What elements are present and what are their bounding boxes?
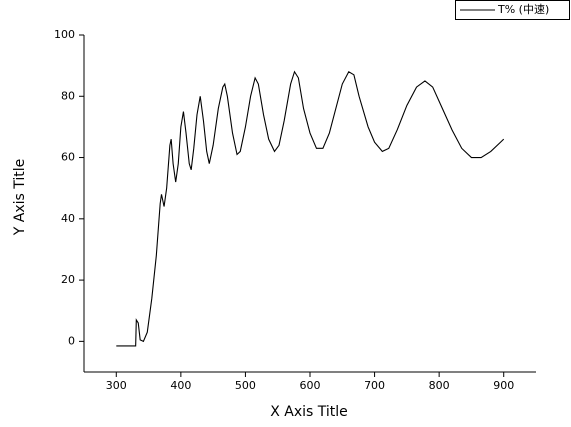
x-tick-label: 700 [364, 379, 385, 392]
x-tick-label: 800 [429, 379, 450, 392]
data-line [116, 70, 505, 347]
y-tick-label: 80 [61, 89, 75, 102]
legend-box [455, 0, 570, 20]
y-tick-label: 100 [54, 28, 75, 41]
y-axis-title: Y Axis Title [12, 159, 28, 237]
y-tick-label: 20 [61, 273, 75, 286]
legend-label: T% (中速) [497, 3, 549, 16]
x-axis-title: X Axis Title [270, 404, 348, 420]
y-tick-label: 40 [61, 212, 75, 225]
y-tick-label: 60 [61, 151, 75, 164]
x-tick-label: 400 [170, 379, 191, 392]
x-tick-label: 600 [300, 379, 321, 392]
x-tick-label: 500 [235, 379, 256, 392]
y-tick-label: 0 [68, 334, 75, 347]
x-tick-label: 900 [493, 379, 514, 392]
x-tick-label: 300 [106, 379, 127, 392]
